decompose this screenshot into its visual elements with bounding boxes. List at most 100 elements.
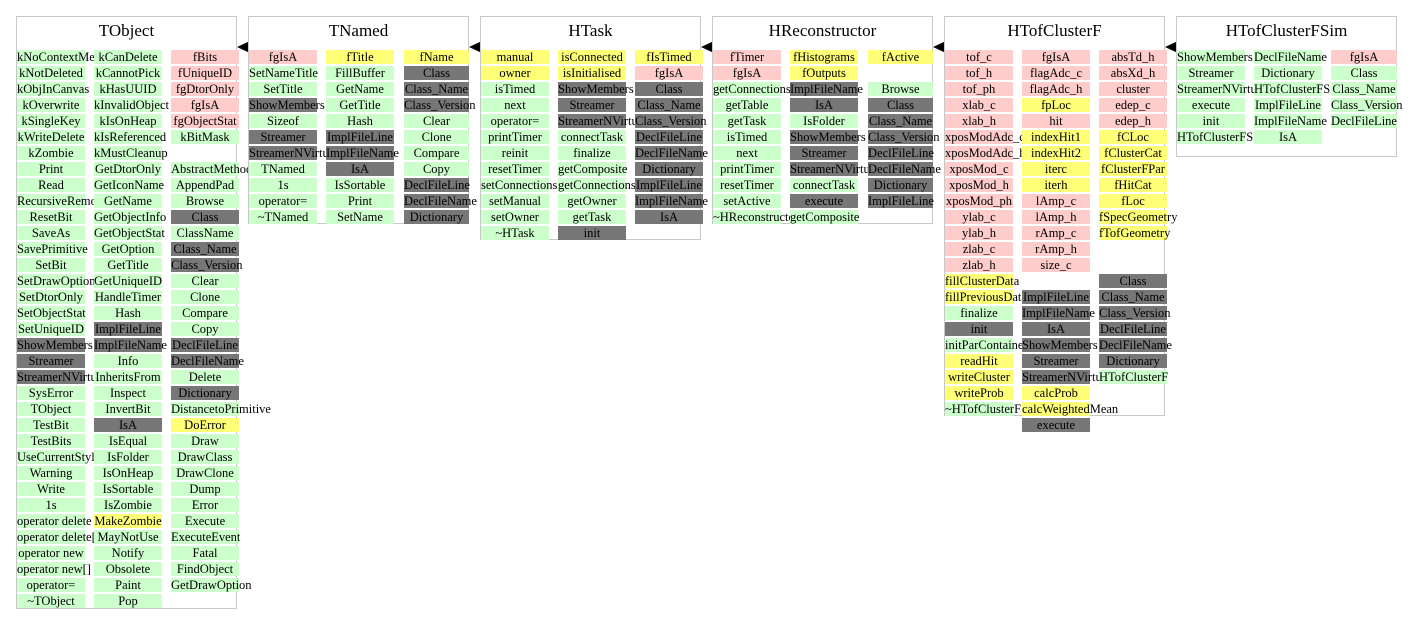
member-item: FindObject (171, 562, 239, 576)
member-column: fHistograms fOutputs ImplFileName IsA IsFold… (790, 50, 879, 226)
member-item: xposModAdc_c (945, 130, 1025, 144)
member-column: fgIsA flagAdc_c flagAdc_h fpLoc hit indexHit1… (1022, 50, 1118, 434)
member-item: tof_ph (945, 82, 1013, 96)
member-item: ShowMembers (558, 82, 634, 96)
member-item: Class_Version (1331, 98, 1403, 112)
member-item: fgObjectStat (171, 114, 239, 128)
member-item: fillPreviousData (945, 290, 1027, 304)
member-column: tof_c tof_h tof_ph xlab_c xlab_h xposModAdc_c… (945, 50, 1028, 418)
member-item: DeclFileName (635, 146, 708, 160)
member-item: execute (790, 194, 858, 208)
member-item: fgIsA (713, 66, 781, 80)
member-item: Streamer (17, 354, 85, 368)
member-item: zlab_h (945, 258, 1013, 272)
inheritance-arrowhead-icon (469, 41, 482, 53)
member-item: Class (635, 82, 703, 96)
member-item: FillBuffer (326, 66, 394, 80)
member-item: ~TNamed (249, 210, 317, 224)
member-item: fIsTimed (635, 50, 703, 64)
member-item: Obsolete (94, 562, 162, 576)
member-item: HTofClusterF (1099, 370, 1169, 384)
member-item: GetUniqueID (94, 274, 163, 288)
member-item: absXd_h (1099, 66, 1167, 80)
member-item: manual (481, 50, 549, 64)
member-item: iterc (1022, 162, 1090, 176)
member-item (1099, 258, 1167, 272)
member-item: rAmp_c (1022, 226, 1090, 240)
member-item: Compare (404, 146, 469, 160)
member-item: ImplFileLine (635, 178, 703, 192)
member-item: Notify (94, 546, 162, 560)
member-item: owner (481, 66, 549, 80)
member-item: fgDtorOnly (171, 82, 239, 96)
class-title: HTofClusterFSim (1225, 21, 1348, 40)
member-item: fCLoc (1099, 130, 1167, 144)
member-item: Delete (171, 370, 239, 384)
member-item: init (558, 226, 626, 240)
member-item: fHistograms (790, 50, 858, 64)
member-item: IsA (94, 418, 162, 432)
member-column: fActive Browse Class Class_Name Class_Versio… (868, 50, 941, 210)
member-item: ImplFileName (790, 82, 863, 96)
member-item: init (945, 322, 1013, 336)
member-item: InheritsFrom (94, 370, 162, 384)
member-item: getTask (558, 210, 626, 224)
member-item: SetName (326, 210, 394, 224)
member-item: Print (326, 194, 394, 208)
member-item: Class (171, 210, 239, 224)
member-item: iterh (1022, 178, 1090, 192)
member-item: kNoContextMenu (17, 50, 108, 64)
member-item: 1s (17, 498, 85, 512)
member-item: kCannotPick (94, 66, 162, 80)
member-item: kIsReferenced (94, 130, 167, 144)
member-item: Draw (171, 434, 239, 448)
member-item: ImplFileLine (1254, 98, 1322, 112)
member-item: IsFolder (790, 114, 858, 128)
member-item: fTofGeometry (1099, 226, 1171, 240)
member-item: fLoc (1099, 194, 1167, 208)
member-item: xposModAdc_h (945, 146, 1026, 160)
member-item: ShowMembers (17, 338, 93, 352)
member-item: Dump (171, 482, 239, 496)
member-item: 1s (249, 178, 317, 192)
class-box-tobject: TObject kNoContextMenu kNotDeleted kObjInCa… (16, 16, 271, 610)
class-box-htask: HTask manual owner isTimed next operator= prin… (480, 16, 708, 240)
member-item: hit (1022, 114, 1090, 128)
member-item: ImplFileLine (326, 130, 394, 144)
member-item: Info (94, 354, 162, 368)
class-box-hreconstructor: HReconstructor fTimer fgIsA getConnections g… (712, 16, 941, 226)
member-item: kHasUUID (94, 82, 162, 96)
member-item: fOutputs (790, 66, 858, 80)
member-item: fgIsA (635, 66, 703, 80)
member-item: Class (868, 98, 933, 112)
member-item: GetDrawOption (171, 578, 252, 592)
member-item: xlab_c (945, 98, 1013, 112)
member-item: fgIsA (171, 98, 239, 112)
member-item: SavePrimitive (17, 242, 88, 256)
member-item: ClassName (171, 226, 239, 240)
member-item: kSingleKey (17, 114, 85, 128)
member-item: finalize (558, 146, 626, 160)
member-item: setConnections (481, 178, 558, 192)
member-item: Fatal (171, 546, 239, 560)
member-item: GetObjectStat (94, 226, 165, 240)
member-item: Read (17, 178, 85, 192)
member-item: IsA (1022, 322, 1090, 336)
member-item: Dictionary (635, 162, 703, 176)
member-item: writeCluster (945, 370, 1013, 384)
member-item: setOwner (481, 210, 549, 224)
member-item: IsA (790, 98, 858, 112)
member-item: Class_Version (171, 258, 243, 272)
member-item: DeclFileLine (171, 338, 239, 352)
member-item: Class_Version (635, 114, 707, 128)
member-item: Streamer (249, 130, 317, 144)
member-item: flagAdc_c (1022, 66, 1090, 80)
member-item: operator= (481, 114, 549, 128)
member-item: IsEqual (94, 434, 162, 448)
member-item: HandleTimer (94, 290, 162, 304)
member-item: isInitialised (558, 66, 626, 80)
member-column: kCanDelete kCannotPick kHasUUID kInvalidObj… (94, 50, 169, 610)
member-item: kNotDeleted (17, 66, 85, 80)
member-item: Dictionary (171, 386, 239, 400)
